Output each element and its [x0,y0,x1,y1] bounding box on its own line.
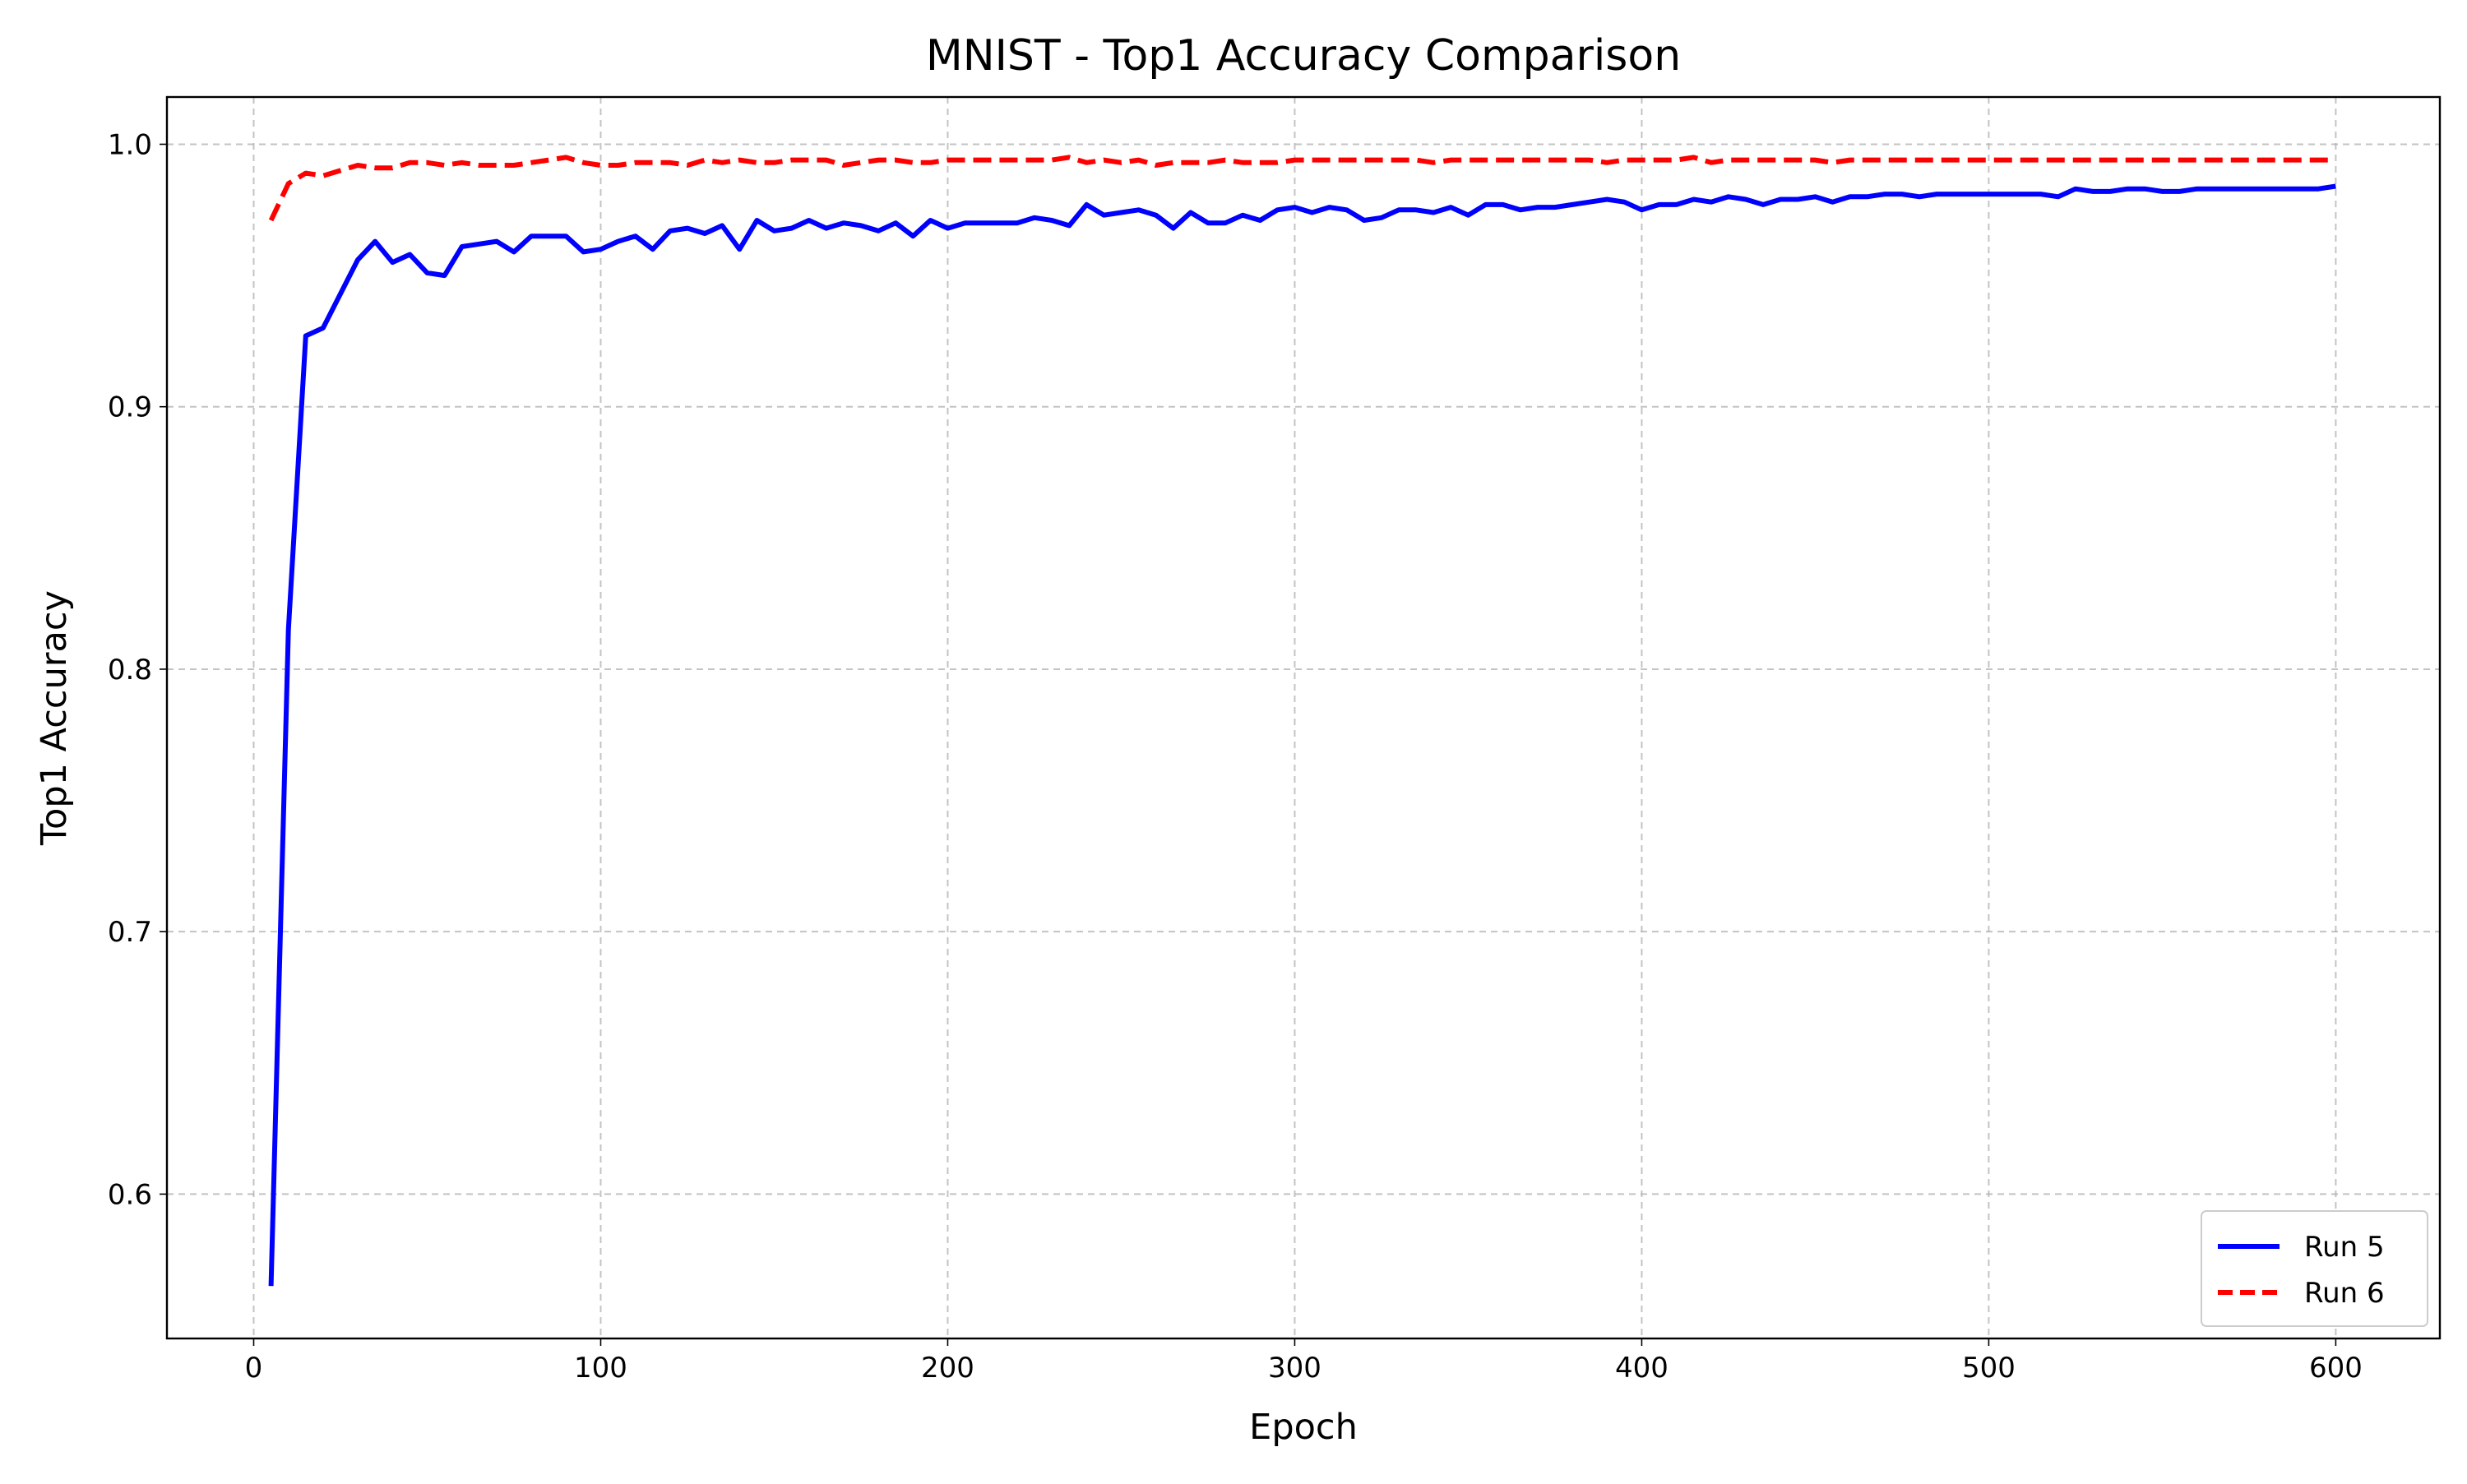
x-tick-label: 0 [245,1352,263,1385]
y-tick-label: 0.6 [108,1178,152,1211]
x-tick-label: 200 [921,1352,974,1385]
x-tick-label: 600 [2309,1352,2363,1385]
legend-label-run-5: Run 5 [2304,1231,2385,1264]
legend-label-run-6: Run 6 [2304,1277,2385,1310]
y-tick-label: 0.9 [108,391,152,424]
chart-title: MNIST - Top1 Accuracy Comparison [926,31,1681,81]
x-axis-label: Epoch [1249,1407,1358,1448]
plot-frame [165,95,2442,1340]
x-tick-label: 100 [574,1352,627,1385]
x-tick-label: 500 [1962,1352,2016,1385]
legend-box [2201,1210,2428,1327]
axis-ticks: 0 100 200 300 400 500 600 0.6 0.7 0.8 0.9 1.0 [108,128,2363,1385]
x-tick-label: 400 [1615,1352,1669,1385]
series-lines [268,155,2336,1287]
y-tick-label: 0.7 [108,916,152,949]
x-tick-label: 300 [1268,1352,1321,1385]
grid [167,97,2440,1338]
legend: Run 5 Run 6 [2201,1210,2428,1327]
y-tick-label: 0.8 [108,654,152,687]
series-line-run-6 [268,155,2336,222]
y-tick-label: 1.0 [108,128,152,161]
series-line-run-5 [268,183,2336,1287]
y-axis-label: Top1 Accuracy [34,590,75,846]
